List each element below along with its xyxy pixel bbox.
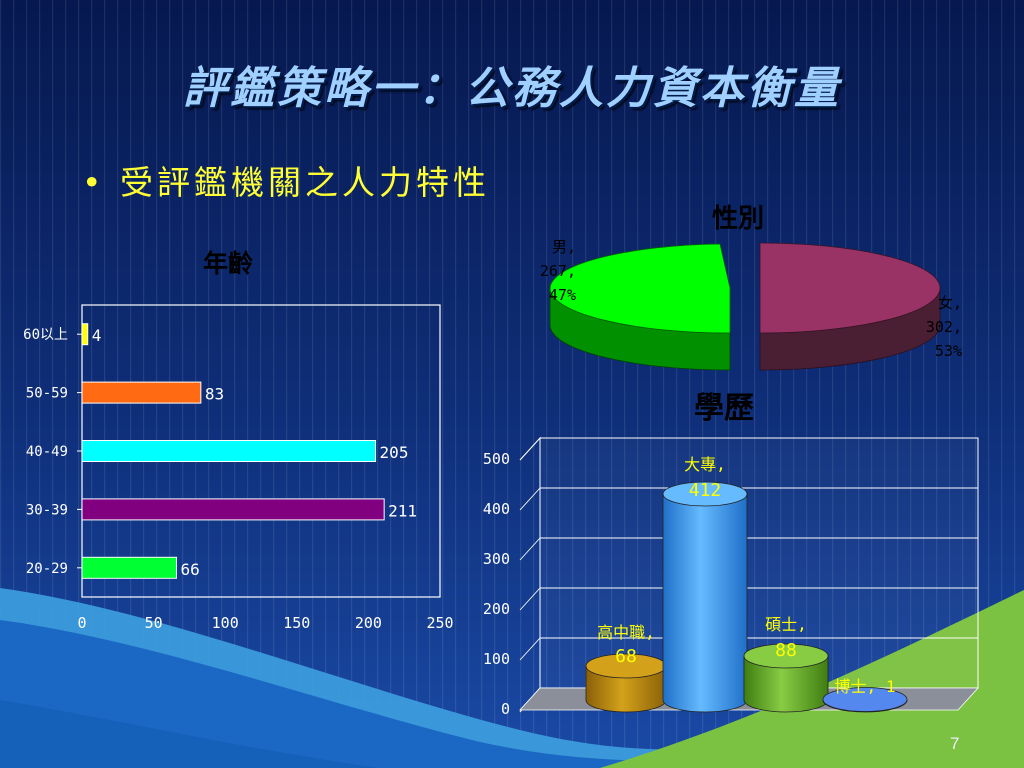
pie-label-male: 267,	[540, 262, 576, 280]
edu-gridline-side	[519, 637, 541, 661]
age-x-tick-label: 0	[77, 614, 86, 632]
pie-slice-male	[549, 243, 731, 334]
edu-side-wall	[519, 436, 541, 713]
pie-label-female: 53%	[935, 342, 962, 360]
age-value-label: 4	[92, 326, 102, 345]
slide-title: 評鑑策略一：公務人力資本衡量	[183, 63, 841, 114]
edu-cylinder-top	[743, 643, 829, 669]
age-bar	[81, 440, 377, 462]
edu-data-label: 412	[689, 480, 722, 501]
age-value-label: 83	[205, 385, 224, 404]
edu-gridline-side	[519, 587, 541, 611]
edu-cylinder-top	[662, 481, 748, 507]
edu-data-label: 88	[775, 640, 797, 661]
edu-data-label: 68	[615, 646, 637, 667]
edu-data-label: 碩士,	[765, 615, 807, 634]
age-bar	[81, 381, 202, 404]
edu-y-tick-label: 0	[501, 700, 510, 718]
page-number: 7	[950, 734, 960, 753]
pie-label-male: 男,	[552, 238, 576, 256]
education-bar-chart: 0 100 200 300 400 500 高中職, 68 大專, 412 碩士, 88 博士, 1	[483, 436, 979, 718]
edu-gridline-side	[519, 487, 541, 511]
edu-data-label: 高中職,	[597, 623, 655, 642]
age-x-tick-label: 150	[283, 614, 310, 632]
pie-label-female: 302,	[926, 318, 962, 336]
age-bar	[81, 498, 385, 521]
education-chart-title: 學歷	[694, 391, 754, 426]
edu-y-tick-label: 300	[483, 550, 510, 568]
gender-chart-title: 性別	[712, 204, 765, 234]
edu-cylinder-body	[662, 493, 748, 713]
age-x-tick-label: 100	[212, 614, 239, 632]
pie-label-female: 女,	[938, 294, 962, 312]
age-value-label: 211	[388, 501, 417, 520]
edu-y-tick-label: 200	[483, 600, 510, 618]
age-bar-chart: 20-29 66 30-39 211 40-49 205 50-59 83 60以上 4 0 50 10…	[23, 304, 454, 632]
age-x-tick-label: 200	[355, 614, 382, 632]
edu-y-tick-label: 500	[483, 450, 510, 468]
age-x-tick-label: 250	[426, 614, 453, 632]
edu-gridline-side	[519, 437, 541, 461]
age-bar	[81, 556, 178, 579]
bullet-item: • 受評鑑機關之人力特性	[82, 163, 490, 202]
pie-slice-female	[759, 242, 941, 334]
age-value-label: 205	[380, 443, 409, 462]
edu-y-tick-label: 100	[483, 650, 510, 668]
age-category-label: 40-49	[26, 444, 68, 460]
edu-data-label: 大專,	[684, 455, 726, 474]
age-category-label: 50-59	[26, 386, 68, 402]
age-category-label: 30-39	[26, 502, 68, 518]
age-value-label: 66	[181, 560, 200, 579]
gender-pie-chart: 男, 267, 47% 女, 302, 53%	[540, 238, 962, 371]
age-chart-title: 年齡	[203, 249, 254, 278]
age-x-tick-label: 50	[145, 614, 163, 632]
edu-cylinder-top	[822, 687, 908, 712]
edu-data-label: 博士, 1	[835, 677, 896, 696]
pie-label-male: 47%	[549, 286, 576, 304]
age-bar	[81, 323, 89, 346]
edu-y-tick-label: 400	[483, 500, 510, 518]
bullet-text: 受評鑑機關之人力特性	[119, 163, 490, 202]
edu-gridline-side	[519, 537, 541, 561]
age-category-label: 20-29	[26, 561, 68, 577]
age-category-label: 60以上	[23, 327, 68, 343]
